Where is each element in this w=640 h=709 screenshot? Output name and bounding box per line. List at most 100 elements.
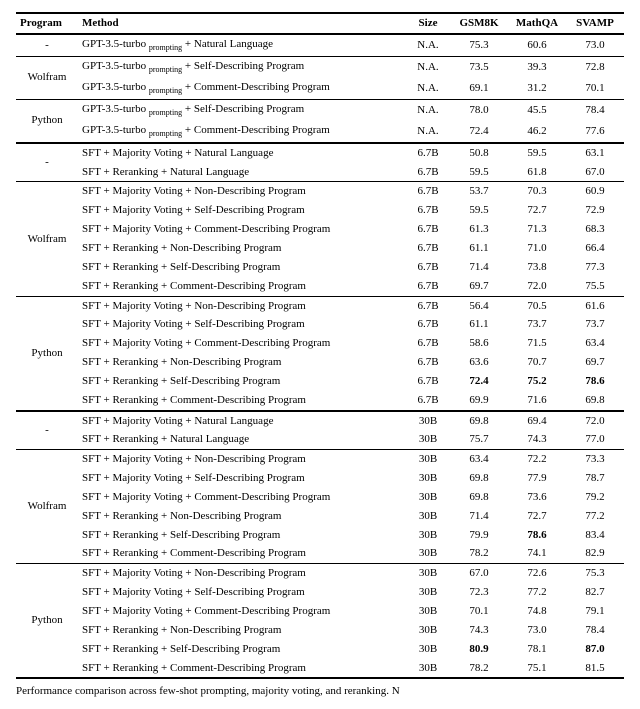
cell-svamp: 70.1	[566, 78, 624, 99]
cell-size: 30B	[406, 488, 450, 507]
cell-svamp: 79.1	[566, 602, 624, 621]
cell-gsm8k: 70.1	[450, 602, 508, 621]
col-gsm8k: GSM8K	[450, 13, 508, 34]
cell-method: SFT + Reranking + Non-Describing Program	[78, 353, 406, 372]
cell-mathqa: 78.1	[508, 640, 566, 659]
cell-size: 30B	[406, 544, 450, 563]
cell-method: SFT + Majority Voting + Non-Describing P…	[78, 564, 406, 583]
cell-gsm8k: 69.1	[450, 78, 508, 99]
cell-size: 30B	[406, 430, 450, 449]
cell-gsm8k: 78.0	[450, 99, 508, 120]
cell-method: GPT-3.5-turbo prompting + Comment-Descri…	[78, 121, 406, 143]
table-row: SFT + Majority Voting + Self-Describing …	[16, 315, 624, 334]
cell-mathqa: 61.8	[508, 163, 566, 182]
cell-gsm8k: 50.8	[450, 143, 508, 163]
cell-size: N.A.	[406, 34, 450, 56]
cell-size: N.A.	[406, 78, 450, 99]
cell-mathqa: 39.3	[508, 56, 566, 77]
cell-size: 6.7B	[406, 277, 450, 296]
table-row: SFT + Reranking + Comment-Describing Pro…	[16, 544, 624, 563]
cell-program: -	[16, 411, 78, 450]
cell-method: SFT + Reranking + Self-Describing Progra…	[78, 526, 406, 545]
cell-method: SFT + Reranking + Self-Describing Progra…	[78, 372, 406, 391]
cell-gsm8k: 75.3	[450, 34, 508, 56]
cell-mathqa: 71.6	[508, 391, 566, 411]
cell-svamp: 79.2	[566, 488, 624, 507]
table-row: SFT + Reranking + Comment-Describing Pro…	[16, 391, 624, 411]
cell-svamp: 73.0	[566, 34, 624, 56]
cell-gsm8k: 78.2	[450, 544, 508, 563]
cell-mathqa: 74.3	[508, 430, 566, 449]
cell-size: 30B	[406, 621, 450, 640]
table-row: PythonGPT-3.5-turbo prompting + Self-Des…	[16, 99, 624, 120]
cell-gsm8k: 71.4	[450, 258, 508, 277]
cell-svamp: 61.6	[566, 296, 624, 315]
cell-size: 30B	[406, 602, 450, 621]
cell-size: 6.7B	[406, 143, 450, 163]
table-row: SFT + Reranking + Natural Language30B75.…	[16, 430, 624, 449]
cell-gsm8k: 80.9	[450, 640, 508, 659]
cell-mathqa: 71.0	[508, 239, 566, 258]
cell-mathqa: 71.3	[508, 220, 566, 239]
cell-gsm8k: 69.9	[450, 391, 508, 411]
cell-size: 6.7B	[406, 372, 450, 391]
cell-gsm8k: 61.3	[450, 220, 508, 239]
table-row: PythonSFT + Majority Voting + Non-Descri…	[16, 296, 624, 315]
cell-mathqa: 72.0	[508, 277, 566, 296]
cell-size: 6.7B	[406, 334, 450, 353]
cell-size: 30B	[406, 564, 450, 583]
cell-svamp: 77.0	[566, 430, 624, 449]
cell-method: SFT + Majority Voting + Comment-Describi…	[78, 334, 406, 353]
cell-mathqa: 78.6	[508, 526, 566, 545]
table-row: SFT + Majority Voting + Comment-Describi…	[16, 220, 624, 239]
cell-mathqa: 75.1	[508, 659, 566, 679]
cell-size: 30B	[406, 411, 450, 431]
table-row: SFT + Reranking + Self-Describing Progra…	[16, 372, 624, 391]
cell-svamp: 68.3	[566, 220, 624, 239]
cell-method: SFT + Reranking + Natural Language	[78, 430, 406, 449]
cell-method: SFT + Reranking + Self-Describing Progra…	[78, 258, 406, 277]
table-row: SFT + Majority Voting + Comment-Describi…	[16, 334, 624, 353]
col-program: Program	[16, 13, 78, 34]
cell-svamp: 63.4	[566, 334, 624, 353]
cell-svamp: 78.4	[566, 99, 624, 120]
cell-method: SFT + Reranking + Comment-Describing Pro…	[78, 659, 406, 679]
table-row: WolframSFT + Majority Voting + Non-Descr…	[16, 182, 624, 201]
table-caption: Performance comparison across few-shot p…	[16, 685, 624, 697]
cell-mathqa: 73.7	[508, 315, 566, 334]
cell-size: 30B	[406, 526, 450, 545]
cell-program: Python	[16, 564, 78, 679]
table-body: -GPT-3.5-turbo prompting + Natural Langu…	[16, 34, 624, 679]
cell-mathqa: 72.7	[508, 507, 566, 526]
table-row: SFT + Reranking + Self-Describing Progra…	[16, 640, 624, 659]
cell-mathqa: 31.2	[508, 78, 566, 99]
cell-size: 6.7B	[406, 353, 450, 372]
cell-svamp: 83.4	[566, 526, 624, 545]
cell-gsm8k: 73.5	[450, 56, 508, 77]
cell-gsm8k: 75.7	[450, 430, 508, 449]
table-row: SFT + Majority Voting + Self-Describing …	[16, 469, 624, 488]
table-row: GPT-3.5-turbo prompting + Comment-Descri…	[16, 121, 624, 143]
table-header-row: Program Method Size GSM8K MathQA SVAMP	[16, 13, 624, 34]
cell-mathqa: 71.5	[508, 334, 566, 353]
cell-svamp: 60.9	[566, 182, 624, 201]
cell-svamp: 78.4	[566, 621, 624, 640]
cell-method: SFT + Majority Voting + Self-Describing …	[78, 201, 406, 220]
cell-svamp: 77.3	[566, 258, 624, 277]
cell-method: SFT + Majority Voting + Self-Describing …	[78, 583, 406, 602]
cell-method: SFT + Majority Voting + Self-Describing …	[78, 469, 406, 488]
cell-mathqa: 59.5	[508, 143, 566, 163]
col-method: Method	[78, 13, 406, 34]
cell-size: 6.7B	[406, 182, 450, 201]
cell-mathqa: 46.2	[508, 121, 566, 143]
cell-svamp: 69.8	[566, 391, 624, 411]
cell-gsm8k: 63.4	[450, 450, 508, 469]
cell-gsm8k: 67.0	[450, 564, 508, 583]
table-row: SFT + Reranking + Natural Language6.7B59…	[16, 163, 624, 182]
cell-svamp: 63.1	[566, 143, 624, 163]
table-row: SFT + Reranking + Comment-Describing Pro…	[16, 277, 624, 296]
table-row: PythonSFT + Majority Voting + Non-Descri…	[16, 564, 624, 583]
cell-method: GPT-3.5-turbo prompting + Self-Describin…	[78, 56, 406, 77]
cell-method: SFT + Reranking + Natural Language	[78, 163, 406, 182]
cell-svamp: 73.7	[566, 315, 624, 334]
